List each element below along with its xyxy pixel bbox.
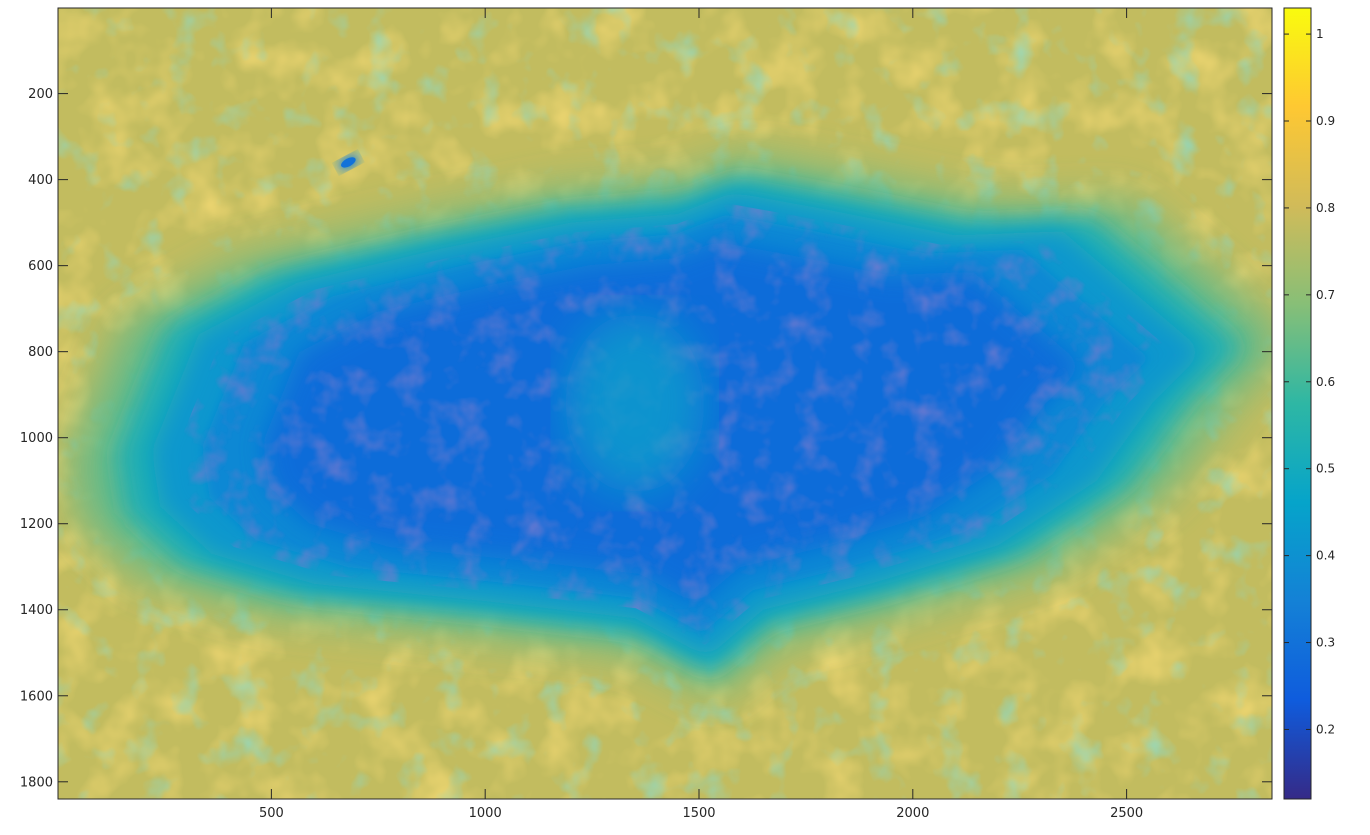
colorbar-tick-label: 1 [1316,27,1324,41]
y-tick-label: 800 [28,345,53,360]
plot-area [58,8,1272,799]
y-tick-label: 200 [28,87,53,102]
plot-frame [57,7,1273,800]
colorbar-tick-label: 0.5 [1316,462,1335,476]
center-light-patch [564,313,705,494]
x-tick-label: 2500 [1110,806,1143,821]
y-tick-label: 1800 [20,775,53,790]
colorbar [1283,7,1312,800]
colorbar-tick-label: 0.4 [1316,549,1335,563]
colorbar-tick-label: 0.8 [1316,201,1335,215]
colorbar-tick-label: 0.9 [1316,114,1335,128]
colorbar-tick-label: 0.6 [1316,375,1335,389]
x-tick-label: 500 [259,806,284,821]
y-tick-label: 1400 [20,603,53,618]
x-tick-label: 2000 [896,806,929,821]
x-tick-label: 1500 [682,806,715,821]
y-tick-label: 600 [28,259,53,274]
x-tick-label: 1000 [469,806,502,821]
y-tick-label: 400 [28,173,53,188]
small-blue-spot-core [341,157,356,168]
colorbar-tick-label: 0.2 [1316,722,1335,736]
y-tick-label: 1600 [20,689,53,704]
colorbar-tick-label: 0.3 [1316,636,1335,650]
y-tick-label: 1000 [20,431,53,446]
y-tick-label: 1200 [20,517,53,532]
colorbar-tick-label: 0.7 [1316,288,1335,302]
